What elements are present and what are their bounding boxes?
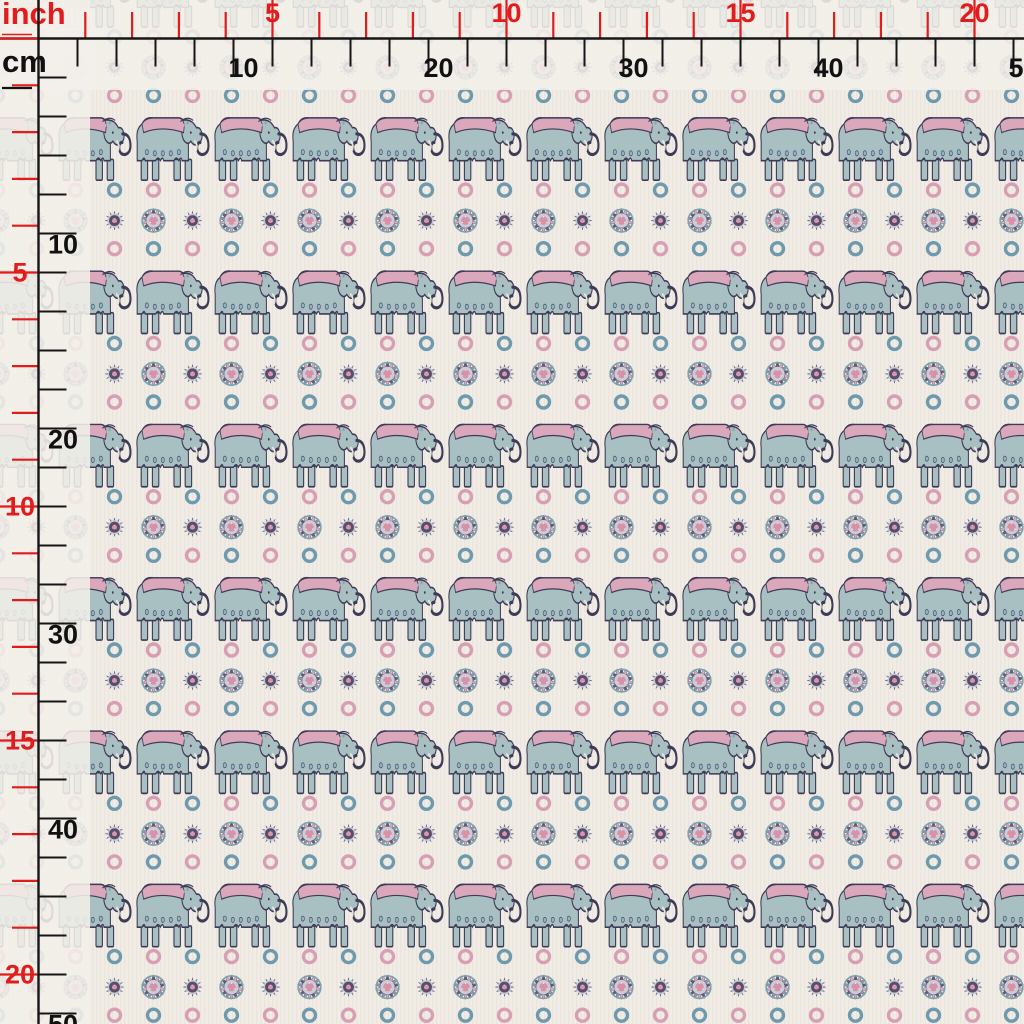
svg-text:40: 40 <box>813 53 843 83</box>
svg-text:10: 10 <box>48 230 78 260</box>
svg-text:40: 40 <box>48 815 78 845</box>
svg-text:15: 15 <box>5 726 35 756</box>
svg-text:20: 20 <box>959 0 989 28</box>
svg-text:inch: inch <box>2 0 66 31</box>
svg-text:30: 30 <box>48 620 78 650</box>
svg-text:50: 50 <box>1008 53 1024 83</box>
svg-text:5: 5 <box>12 258 27 288</box>
svg-text:10: 10 <box>228 53 258 83</box>
svg-text:10: 10 <box>5 492 35 522</box>
svg-text:10: 10 <box>491 0 521 28</box>
svg-text:20: 20 <box>48 425 78 455</box>
svg-text:30: 30 <box>618 53 648 83</box>
svg-text:20: 20 <box>423 53 453 83</box>
svg-text:20: 20 <box>5 960 35 990</box>
svg-text:cm: cm <box>2 44 47 79</box>
svg-text:5: 5 <box>265 0 280 28</box>
svg-text:15: 15 <box>725 0 755 28</box>
svg-text:50: 50 <box>48 1010 78 1024</box>
